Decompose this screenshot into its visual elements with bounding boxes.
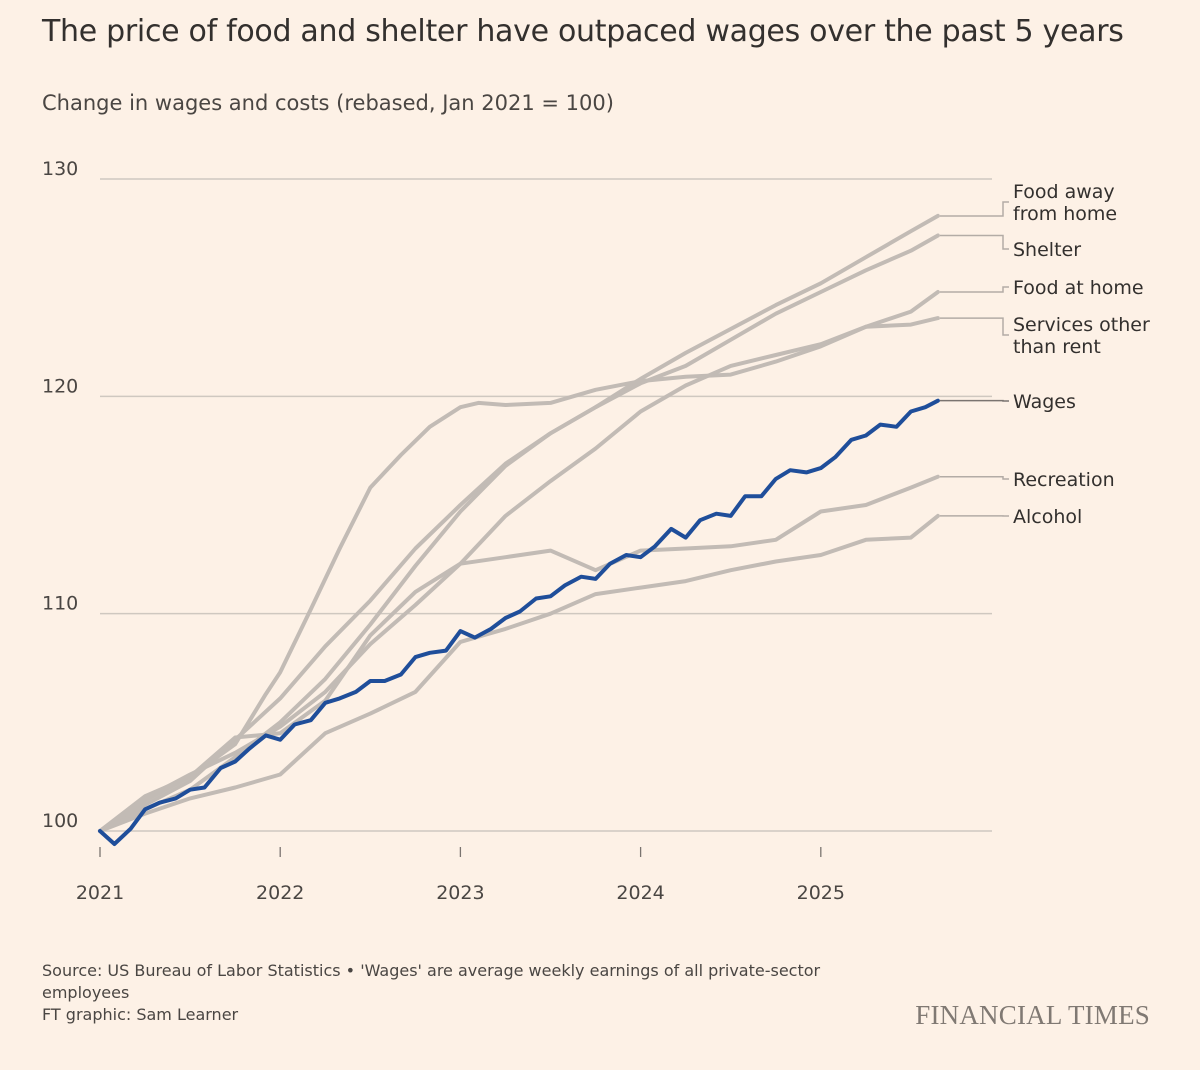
label-connector-food-at-home: [939, 286, 1009, 293]
series-line-recreation: [98, 474, 940, 833]
series-line-alcohol: [98, 513, 940, 833]
label-connector-shelter: [939, 234, 1009, 250]
series-line-food-at-home: [98, 290, 940, 833]
x-tick-label: 2025: [797, 882, 845, 904]
label-connector-food-away-from-home: [939, 201, 1009, 217]
series-line-food-away-from-home: [98, 213, 940, 833]
label-connector-services-other-than-rent: [939, 317, 1009, 336]
series-label-services-other-than-rent: Services other: [1013, 314, 1150, 336]
line-chart: 100 110 120 130 2021 2022 2023 2024 2025 Food awa…: [42, 158, 1150, 904]
series-label-food-away-from-home: Food away: [1013, 181, 1115, 203]
financial-times-logo: FINANCIAL TIMES: [915, 1000, 1150, 1030]
x-tick-label: 2023: [436, 882, 484, 904]
chart-title: The price of food and shelter have outpa…: [42, 14, 1124, 49]
chart-footer: Source: US Bureau of Labor Statistics • …: [42, 960, 882, 1026]
y-tick-label: 120: [42, 375, 78, 397]
chart-subtitle: Change in wages and costs (rebased, Jan …: [42, 91, 614, 115]
series-label-wages: Wages: [1013, 391, 1076, 413]
source-note: Source: US Bureau of Labor Statistics • …: [42, 961, 821, 1002]
x-tick-label: 2024: [616, 882, 664, 904]
x-tick-label: 2022: [256, 882, 304, 904]
series-label-services-other-than-rent: than rent: [1013, 336, 1101, 358]
label-connector-recreation: [939, 475, 1009, 480]
series-label-food-away-from-home: from home: [1013, 203, 1117, 225]
series-label-alcohol: Alcohol: [1013, 506, 1082, 528]
series-label-recreation: Recreation: [1013, 469, 1115, 491]
y-tick-label: 110: [42, 593, 78, 615]
series-label-shelter: Shelter: [1013, 239, 1081, 261]
graphic-credit: FT graphic: Sam Learner: [42, 1005, 239, 1024]
y-tick-label: 100: [42, 810, 78, 832]
series-line-wages: [98, 398, 940, 846]
x-tick-label: 2021: [76, 882, 124, 904]
y-tick-label: 130: [42, 158, 78, 180]
series-label-food-at-home: Food at home: [1013, 277, 1144, 299]
series-line-services-other-than-rent: [98, 316, 940, 833]
series-line-shelter: [98, 233, 940, 833]
